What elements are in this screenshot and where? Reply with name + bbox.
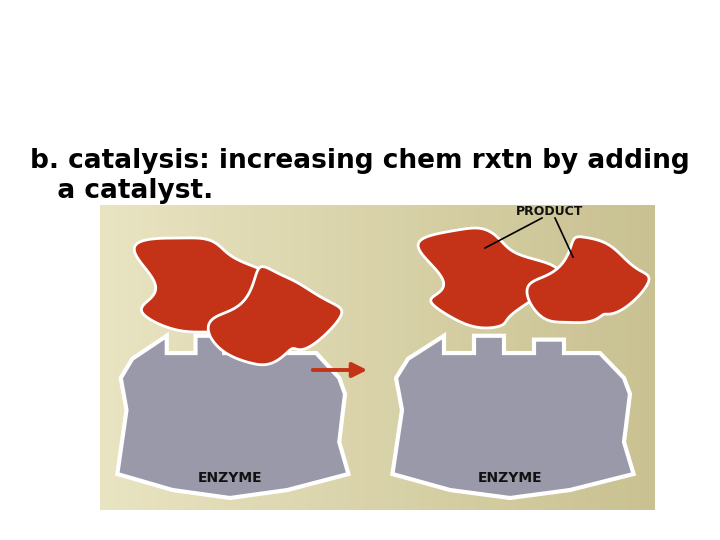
Bar [461, 205, 474, 510]
Bar [100, 205, 114, 510]
Bar [142, 205, 156, 510]
Bar [156, 205, 169, 510]
Bar [308, 205, 322, 510]
Bar [114, 205, 127, 510]
Bar [558, 205, 572, 510]
Bar [197, 205, 211, 510]
Bar [627, 205, 641, 510]
Text: PRODUCT: PRODUCT [516, 205, 584, 218]
Bar [211, 205, 225, 510]
Bar [405, 205, 419, 510]
Bar [544, 205, 558, 510]
Bar [127, 205, 142, 510]
Text: b. catalysis: increasing chem rxtn by adding: b. catalysis: increasing chem rxtn by ad… [30, 148, 690, 174]
Bar [364, 205, 377, 510]
Bar [474, 205, 488, 510]
Bar [572, 205, 585, 510]
Text: ENZYME: ENZYME [198, 471, 262, 485]
Bar [433, 205, 447, 510]
Bar [280, 205, 294, 510]
Bar [294, 205, 308, 510]
Bar [488, 205, 503, 510]
Bar [377, 205, 392, 510]
Bar [169, 205, 184, 510]
Bar [239, 205, 253, 510]
Bar [447, 205, 461, 510]
Bar [516, 205, 530, 510]
Bar [184, 205, 197, 510]
Bar [392, 205, 405, 510]
Polygon shape [527, 237, 649, 322]
Bar [322, 205, 336, 510]
Text: ENZYME: ENZYME [477, 471, 542, 485]
Bar [503, 205, 516, 510]
Polygon shape [418, 228, 559, 328]
Polygon shape [134, 238, 276, 332]
Text: a catalyst.: a catalyst. [30, 178, 213, 204]
Bar [600, 205, 613, 510]
Bar [641, 205, 655, 510]
Bar [350, 205, 364, 510]
Polygon shape [117, 336, 348, 498]
Bar [253, 205, 266, 510]
Polygon shape [208, 267, 342, 364]
Bar [266, 205, 280, 510]
Bar [613, 205, 627, 510]
Bar [225, 205, 239, 510]
Bar [585, 205, 600, 510]
Bar [530, 205, 544, 510]
Bar [336, 205, 350, 510]
Bar [419, 205, 433, 510]
Polygon shape [392, 336, 634, 498]
